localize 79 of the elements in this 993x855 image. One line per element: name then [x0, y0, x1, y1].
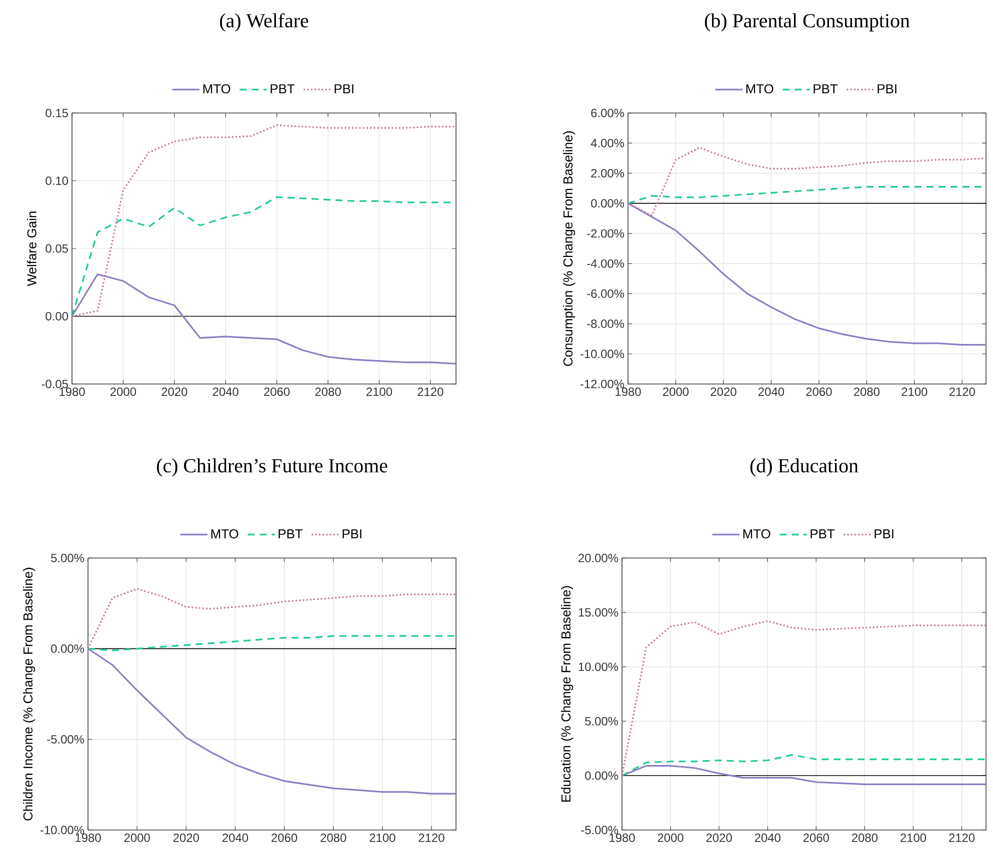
legend-label: MTO [211, 529, 238, 538]
x-tick-label: 2000 [124, 834, 150, 842]
x-tick-label: 2060 [264, 388, 290, 396]
y-axis-title: Children Income (% Change From Baseline) [23, 568, 36, 820]
x-tick-label: 1980 [60, 388, 85, 396]
y-tick-label: 0.15 [46, 108, 68, 118]
y-tick-label: 0.00% [51, 644, 84, 653]
x-tick-label: 1980 [616, 388, 641, 396]
x-tick-label: 2100 [366, 388, 392, 396]
legend-label: MTO [746, 84, 774, 94]
y-tick-label: 5.00% [585, 716, 618, 726]
legend-label: MTO [203, 84, 230, 94]
legend-label: PBT [270, 84, 295, 94]
y-tick-label: 5.00% [51, 554, 84, 562]
x-tick-label: 2060 [806, 388, 832, 396]
x-tick-label: 2020 [173, 834, 199, 842]
x-tick-label: 2100 [902, 388, 928, 396]
chart-title: (a) Welfare [220, 13, 308, 32]
y-tick-label: -2.00% [587, 229, 624, 238]
legend-label: PBI [874, 529, 894, 538]
x-tick-label: 2100 [900, 834, 926, 842]
x-tick-label: 2120 [949, 834, 975, 842]
y-tick-label: 2.00% [591, 168, 624, 178]
x-tick-label: 2120 [418, 834, 444, 842]
x-tick-label: 2080 [320, 834, 346, 842]
y-tick-label: 0.00% [585, 771, 618, 780]
y-tick-label: -12.00% [580, 380, 624, 388]
legend-label: PBT [278, 529, 303, 538]
x-tick-label: 2060 [803, 834, 829, 842]
x-tick-label: 2000 [110, 388, 136, 396]
y-tick-label: -6.00% [587, 289, 624, 298]
legend-label: PBI [334, 84, 354, 94]
x-tick-label: 2020 [710, 388, 736, 396]
y-tick-label: 20.00% [578, 554, 618, 562]
legend-label: PBI [342, 529, 362, 538]
line-series [72, 273, 456, 364]
y-tick-label: -5.00% [581, 826, 618, 834]
x-tick-label: 2020 [706, 834, 732, 842]
x-tick-label: 1980 [76, 834, 101, 842]
legend-label: PBT [814, 84, 838, 94]
x-tick-label: 2120 [949, 388, 975, 396]
y-tick-label: 0.00 [46, 312, 68, 320]
x-tick-label: 2080 [852, 834, 878, 842]
y-axis-title: Welfare Gain [26, 212, 36, 286]
x-tick-label: 2040 [222, 834, 248, 842]
chart-title: (b) Parental Consumption [704, 13, 910, 32]
x-tick-label: 2040 [212, 388, 238, 396]
line-series [88, 648, 456, 795]
x-tick-label: 2000 [658, 834, 684, 842]
chart-title: (d) Education [750, 458, 858, 476]
y-tick-label: -4.00% [587, 259, 624, 268]
x-tick-label: 2020 [162, 388, 188, 396]
y-tick-label: 0.00% [591, 199, 624, 208]
x-tick-label: 1980 [610, 834, 635, 842]
legend-label: MTO [743, 529, 770, 538]
y-tick-label: 10.00% [578, 662, 618, 672]
y-tick-label: -8.00% [587, 320, 624, 328]
x-tick-label: 2080 [854, 388, 880, 396]
x-tick-label: 2080 [315, 388, 341, 396]
y-tick-label: -10.00% [580, 350, 624, 358]
y-tick-label: -10.00% [40, 826, 84, 834]
legend-label: PBT [810, 529, 835, 538]
y-tick-label: -0.05 [42, 380, 68, 388]
y-tick-label: 0.05 [46, 244, 68, 253]
legend-label: PBI [878, 84, 896, 94]
x-tick-label: 2000 [663, 388, 689, 396]
chart-title: (c) Children’s Future Income [156, 458, 388, 476]
y-axis-title: Education (% Change From Baseline) [561, 586, 574, 802]
x-tick-label: 2040 [754, 834, 780, 842]
y-tick-label: 15.00% [578, 608, 618, 617]
y-tick-label: 0.10 [46, 176, 68, 185]
y-axis-title: Consumption (% Change From Baseline) [563, 131, 576, 366]
y-tick-label: -5.00% [47, 735, 84, 744]
y-tick-label: 6.00% [591, 108, 624, 118]
x-tick-label: 2100 [370, 834, 396, 842]
x-tick-label: 2120 [418, 388, 444, 396]
y-tick-label: 4.00% [590, 138, 624, 148]
x-tick-label: 2040 [758, 388, 784, 396]
x-tick-label: 2060 [272, 834, 298, 842]
